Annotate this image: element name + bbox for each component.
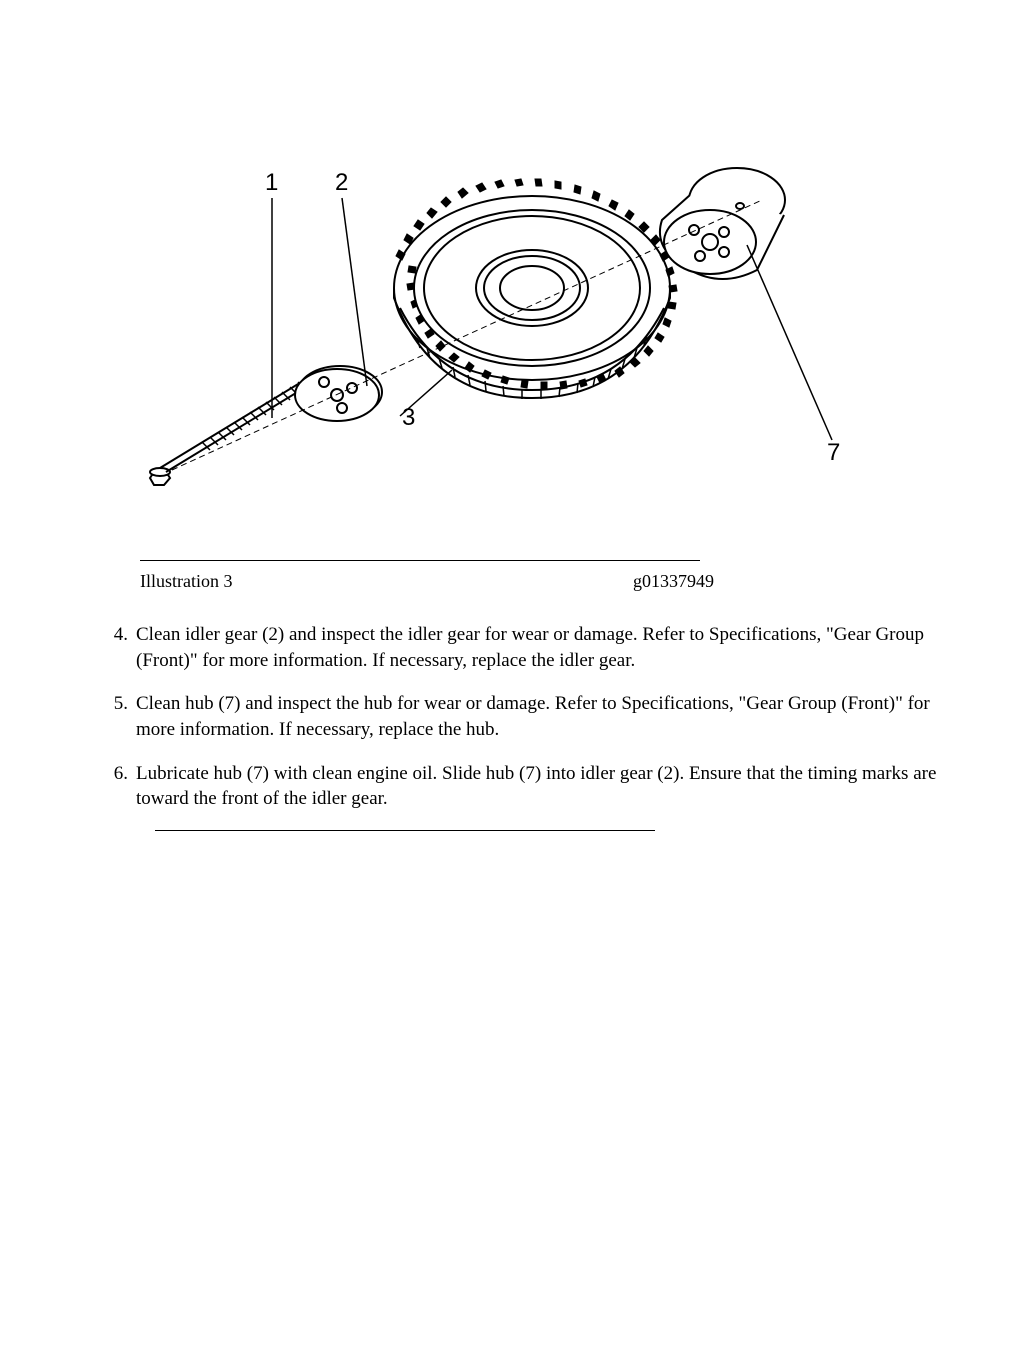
caption-divider [140,560,700,561]
item-text: Lubricate hub (7) with clean engine oil.… [136,761,954,812]
bottom-divider [155,830,655,831]
callout-1: 1 [265,169,278,196]
instruction-item: 4. Clean idler gear (2) and inspect the … [100,622,954,673]
item-number: 4. [100,622,136,673]
callout-3: 3 [402,404,415,431]
callout-7: 7 [827,439,840,466]
illustration-container: 1 2 3 7 [100,20,954,540]
illustration-caption: Illustration 3 g01337949 [140,571,914,592]
page-container: 1 2 3 7 Illustration 3 g01337949 4. Clea… [0,0,1024,851]
illustration-label: Illustration 3 [140,571,233,592]
instruction-item: 5. Clean hub (7) and inspect the hub for… [100,691,954,742]
instruction-list: 4. Clean idler gear (2) and inspect the … [100,622,954,812]
illustration-id: g01337949 [633,571,914,592]
item-text: Clean hub (7) and inspect the hub for we… [136,691,954,742]
instruction-item: 6. Lubricate hub (7) with clean engine o… [100,761,954,812]
item-number: 6. [100,761,136,812]
callout-2: 2 [335,169,348,196]
item-number: 5. [100,691,136,742]
technical-diagram: 1 2 3 7 [142,20,912,540]
item-text: Clean idler gear (2) and inspect the idl… [136,622,954,673]
